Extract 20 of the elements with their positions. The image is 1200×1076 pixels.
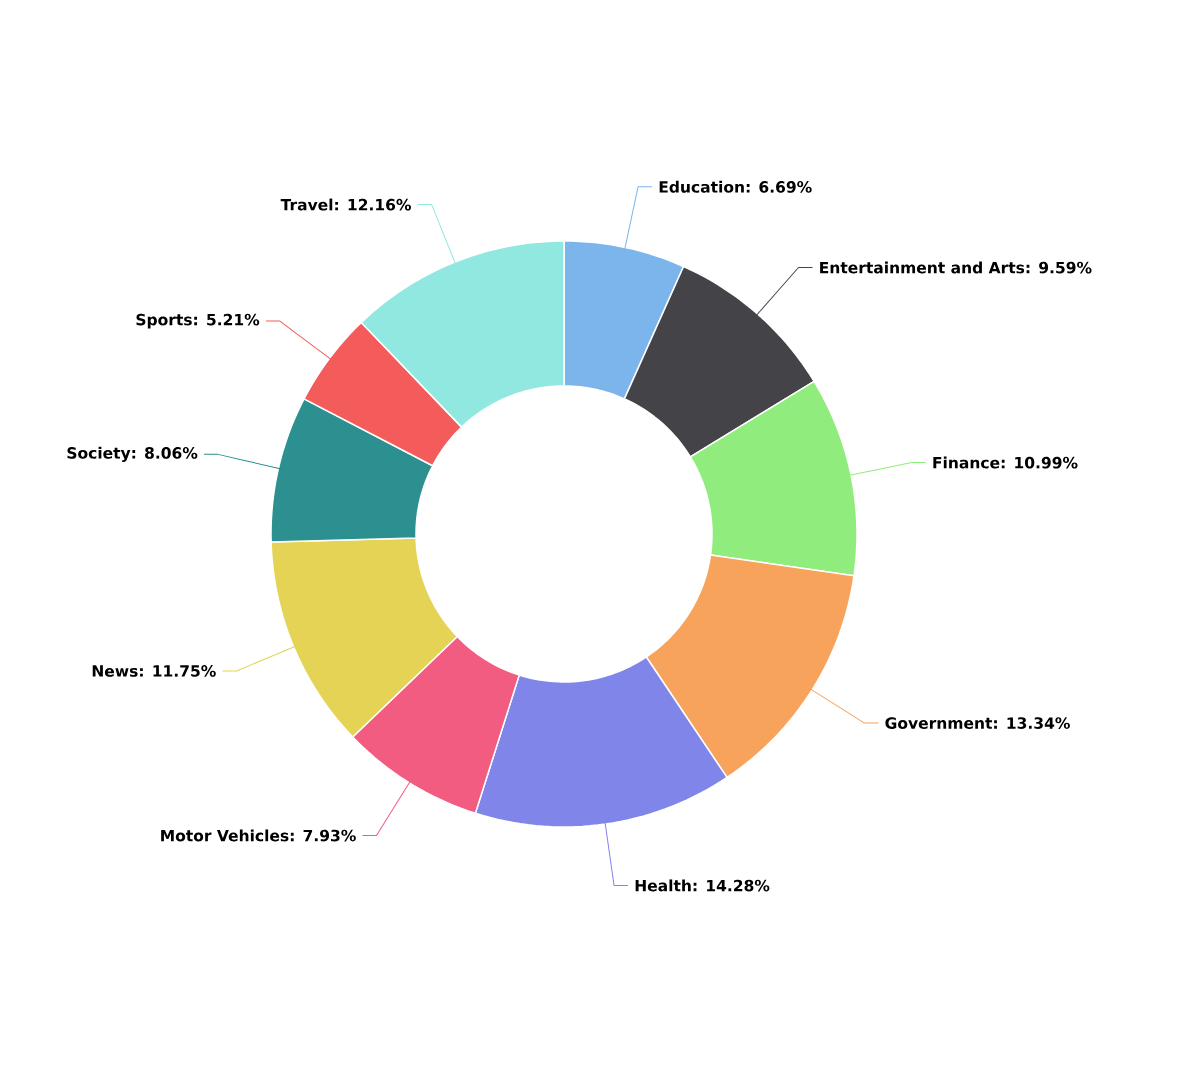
slice-label: Government	[885, 717, 993, 729]
data-label: : 14.28%	[693, 879, 770, 892]
slice-label: Motor Vehicles	[161, 829, 289, 842]
data-label: : 6.69%	[746, 181, 812, 193]
data-label: : 8.06%	[132, 447, 198, 459]
data-label: : 7.93%	[290, 829, 356, 842]
slice-label: Finance	[933, 456, 1000, 469]
data-label: : 10.99%	[1001, 456, 1078, 469]
slice-label: Travel	[280, 198, 333, 211]
slice-label: Entertainment and Arts	[820, 261, 1025, 274]
slice-label: Sports	[136, 313, 192, 329]
data-label: : 5.21%	[194, 313, 260, 326]
slice-label: Education	[659, 180, 744, 193]
slice-label: News	[92, 665, 138, 677]
slice-label: Society	[67, 446, 131, 462]
slice-label: Health	[635, 879, 691, 892]
data-label: : 12.16%	[335, 198, 411, 211]
data-label: : 9.59%	[1026, 261, 1092, 274]
data-label: : 11.75%	[140, 665, 216, 677]
data-label: : 13.34%	[994, 717, 1070, 729]
